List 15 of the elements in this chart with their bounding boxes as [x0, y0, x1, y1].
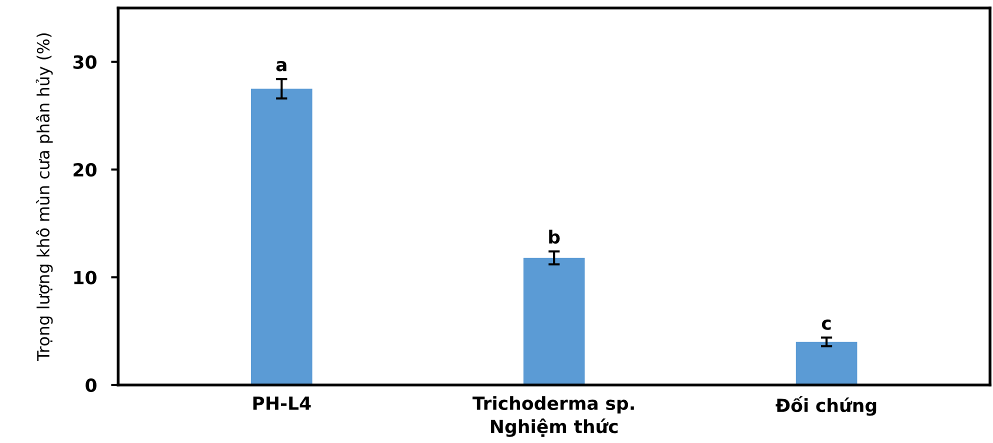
y-tick-label: 0: [86, 378, 96, 392]
x-axis-title: Nghiệm thức: [491, 418, 618, 437]
y-tick-label: 10: [74, 270, 96, 284]
y-tick-label: 20: [74, 163, 96, 177]
annotation: a: [276, 61, 286, 72]
x-tick-label: PH-L4: [253, 396, 311, 410]
annotation: b: [549, 230, 560, 244]
bar: [523, 258, 585, 385]
bar: [796, 342, 858, 385]
x-tick-label: Trichoderma sp.: [472, 396, 634, 414]
bar: [250, 88, 312, 385]
y-tick-label: 30: [73, 55, 96, 69]
y-axis-title: Trọng lượng khô mùn cưa phân hủy (%): [36, 33, 53, 362]
x-tick-label: Đối chứng: [776, 396, 876, 416]
annotation: c: [822, 320, 831, 330]
